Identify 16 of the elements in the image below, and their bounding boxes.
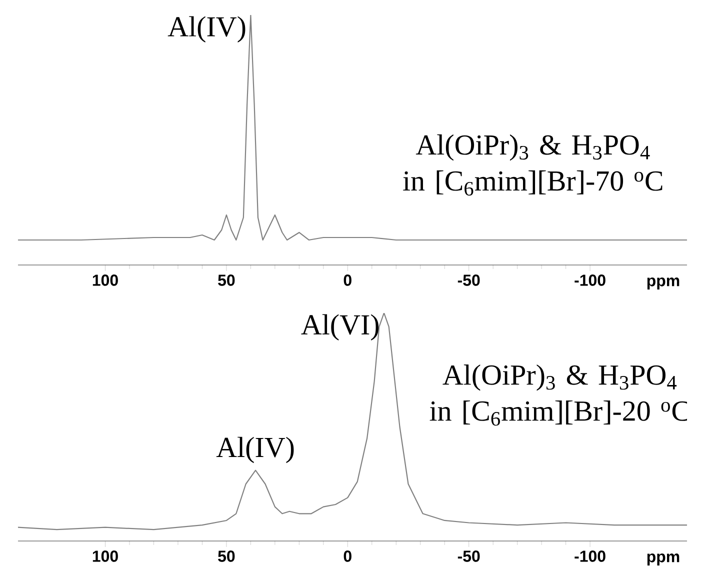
x-tick-label: -50 — [458, 550, 480, 562]
text: Al(OiPr)$_{3}$ & H$_{3}$PO$_{4}$ in [C$_{6}$mim][Br]-70 $^{o}$C — [403, 134, 662, 196]
x-tick-label: -50 — [458, 274, 480, 286]
x-tick-label: 100 — [92, 274, 118, 286]
x-tick-label: 100 — [92, 550, 118, 562]
annotation: Al(IV) — [168, 16, 246, 42]
x-axis-title: ppm — [647, 278, 680, 290]
x-tick-label: 50 — [218, 274, 235, 286]
x-tick-label: 50 — [218, 550, 235, 562]
x-axis-title: ppm — [647, 554, 680, 566]
x-tick-label: 0 — [344, 550, 352, 562]
x-tick-label: -100 — [574, 274, 606, 286]
annotation: Al(IV) — [216, 436, 294, 464]
annotation: Al(VI) — [301, 314, 379, 340]
x-tick-label: 0 — [344, 274, 352, 286]
x-tick-label: -100 — [574, 550, 606, 562]
